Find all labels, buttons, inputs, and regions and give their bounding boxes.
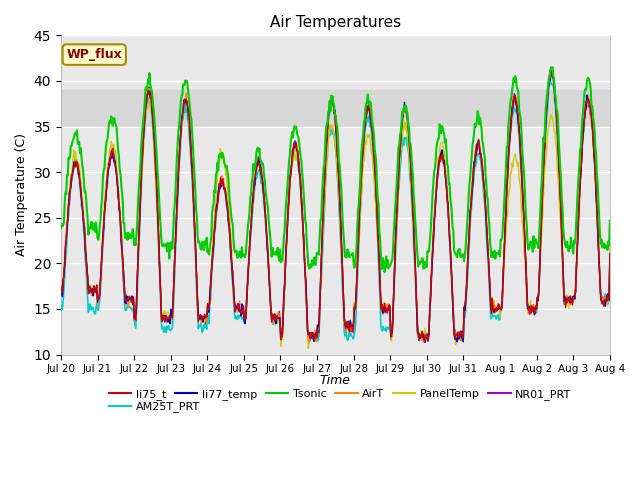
Legend: AM25T_PRT: AM25T_PRT (105, 397, 205, 417)
Y-axis label: Air Temperature (C): Air Temperature (C) (15, 133, 28, 256)
X-axis label: Time: Time (320, 374, 351, 387)
Title: Air Temperatures: Air Temperatures (270, 15, 401, 30)
Text: WP_flux: WP_flux (67, 48, 122, 61)
Bar (61, 90, 610, 127)
